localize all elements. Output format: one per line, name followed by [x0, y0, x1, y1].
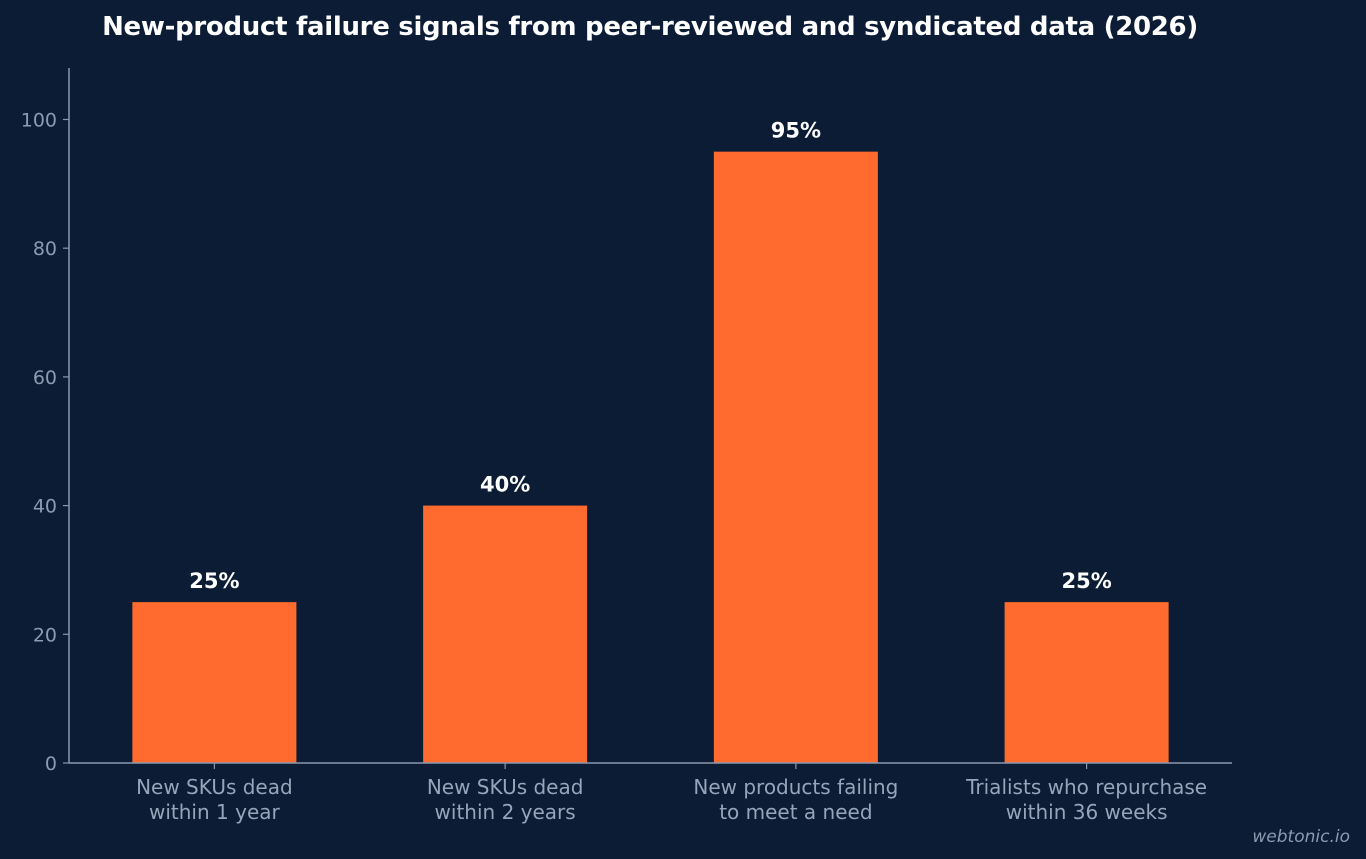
x-tick-label-0-0: New SKUs dead	[136, 775, 293, 799]
value-label-2: 95%	[771, 119, 821, 143]
x-tick-label-2-1: to meet a need	[719, 800, 872, 824]
y-tick-label-20: 20	[33, 624, 57, 646]
y-tick-label-60: 60	[33, 367, 57, 389]
value-label-3: 25%	[1061, 569, 1111, 593]
bar-3	[1004, 602, 1169, 763]
x-tick-label-2-0: New products failing	[693, 775, 898, 799]
bar-1	[423, 505, 588, 763]
x-tick-label-1-1: within 2 years	[435, 800, 576, 824]
bar-2	[713, 151, 878, 763]
x-tick-label-3-0: Trialists who repurchase	[965, 775, 1207, 799]
chart-title: New-product failure signals from peer-re…	[102, 12, 1198, 42]
watermark: webtonic.io	[1252, 827, 1350, 847]
x-tick-label-1-0: New SKUs dead	[427, 775, 584, 799]
y-tick-label-80: 80	[33, 238, 57, 260]
bar-0	[132, 602, 297, 763]
value-label-0: 25%	[189, 569, 239, 593]
x-tick-label-3-1: within 36 weeks	[1006, 800, 1168, 824]
y-tick-label-0: 0	[45, 753, 57, 775]
x-tick-label-0-1: within 1 year	[149, 800, 281, 824]
value-label-1: 40%	[480, 473, 530, 497]
y-tick-label-100: 100	[21, 109, 57, 131]
y-tick-label-40: 40	[33, 496, 57, 518]
